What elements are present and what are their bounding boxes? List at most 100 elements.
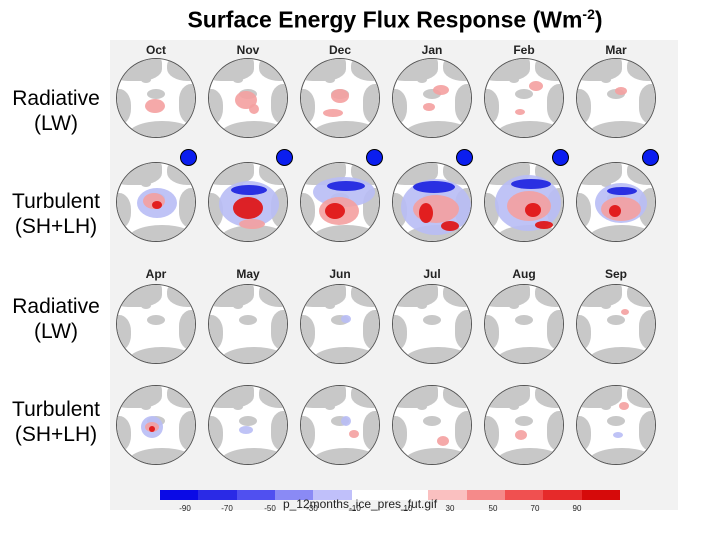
- land-area: [577, 89, 591, 125]
- land-area: [509, 404, 519, 410]
- land-area: [423, 315, 441, 325]
- land-area: [403, 448, 471, 464]
- polar-map-turbulent-cold-oct: [116, 162, 196, 242]
- flux-anomaly: [239, 219, 265, 229]
- marker-dot: [456, 149, 473, 166]
- land-area: [271, 411, 287, 451]
- land-area: [117, 416, 131, 452]
- land-area: [393, 315, 407, 351]
- land-area: [515, 315, 533, 325]
- land-area: [127, 448, 195, 464]
- land-area: [179, 310, 195, 350]
- flux-anomaly: [327, 181, 365, 191]
- colorbar-segment: [198, 490, 237, 500]
- land-area: [259, 386, 287, 408]
- land-area: [627, 285, 655, 307]
- colorbar-segment: [389, 490, 429, 500]
- polar-map-turbulent-warm-sep: [576, 385, 656, 465]
- land-area: [127, 347, 195, 363]
- land-area: [587, 448, 655, 464]
- land-area: [141, 77, 151, 83]
- flux-anomaly: [441, 221, 459, 231]
- land-area: [587, 225, 655, 241]
- flux-anomaly: [525, 203, 541, 217]
- colorbar-tick-label: -30: [306, 504, 318, 513]
- land-area: [495, 347, 563, 363]
- land-area: [141, 303, 151, 309]
- land-area: [179, 84, 195, 124]
- land-area: [417, 303, 427, 309]
- image-caption: p_12months_ice_pres_fut.gif: [282, 497, 438, 511]
- land-area: [509, 77, 519, 83]
- land-area: [601, 303, 611, 309]
- land-area: [179, 411, 195, 451]
- polar-map-turbulent-cold-nov: [208, 162, 288, 242]
- land-area: [363, 411, 379, 451]
- row-label-turbulent-2: Turbulent (SH+LH): [12, 398, 100, 446]
- land-area: [117, 59, 162, 81]
- land-area: [577, 386, 622, 408]
- land-area: [325, 404, 335, 410]
- land-area: [577, 59, 622, 81]
- land-area: [639, 84, 655, 124]
- flux-anomaly: [529, 81, 543, 91]
- land-area: [301, 386, 346, 408]
- month-label-mar: Mar: [605, 43, 627, 57]
- polar-map-radiative-cold-mar: [576, 58, 656, 138]
- colorbar-segment: [274, 490, 314, 500]
- land-area: [259, 59, 287, 81]
- land-area: [485, 386, 530, 408]
- land-area: [485, 89, 499, 125]
- land-area: [627, 386, 655, 408]
- colorbar: [160, 490, 620, 500]
- land-area: [443, 386, 471, 408]
- land-area: [271, 84, 287, 124]
- polar-map-radiative-warm-apr: [116, 284, 196, 364]
- land-area: [535, 285, 563, 307]
- flux-anomaly: [325, 203, 345, 219]
- flux-anomaly: [419, 203, 433, 223]
- land-area: [209, 285, 254, 307]
- polar-map-turbulent-warm-apr: [116, 385, 196, 465]
- flux-anomaly: [423, 103, 435, 111]
- land-area: [117, 89, 131, 125]
- colorbar-segment: [351, 490, 390, 500]
- colorbar-segment: [428, 490, 467, 500]
- land-area: [209, 59, 254, 81]
- polar-map-radiative-cold-dec: [300, 58, 380, 138]
- land-area: [455, 310, 471, 350]
- land-area: [393, 416, 407, 452]
- land-area: [219, 225, 287, 241]
- colorbar-tick-label: 90: [572, 504, 582, 513]
- flux-anomaly: [145, 99, 165, 113]
- land-area: [351, 386, 379, 408]
- land-area: [495, 121, 563, 137]
- land-area: [271, 310, 287, 350]
- marker-dot: [366, 149, 383, 166]
- flux-anomaly: [233, 197, 263, 219]
- colorbar-segment: [504, 490, 544, 500]
- polar-map-radiative-warm-sep: [576, 284, 656, 364]
- flux-anomaly: [535, 221, 553, 229]
- land-area: [219, 121, 287, 137]
- land-area: [239, 416, 257, 426]
- month-label-may: May: [236, 267, 260, 281]
- flux-anomaly: [341, 315, 351, 323]
- land-area: [577, 285, 622, 307]
- land-area: [141, 404, 151, 410]
- land-area: [627, 59, 655, 81]
- land-area: [259, 285, 287, 307]
- land-area: [147, 315, 165, 325]
- land-area: [117, 315, 131, 351]
- land-area: [627, 163, 655, 185]
- land-area: [639, 411, 655, 451]
- land-area: [117, 386, 162, 408]
- month-label-apr: Apr: [145, 267, 167, 281]
- polar-map-turbulent-cold-dec: [300, 162, 380, 242]
- land-area: [443, 285, 471, 307]
- flux-anomaly: [152, 201, 162, 209]
- colorbar-segment: [466, 490, 505, 500]
- colorbar-segment: [313, 490, 352, 500]
- land-area: [325, 77, 335, 83]
- colorbar-tick-label: 70: [530, 504, 540, 513]
